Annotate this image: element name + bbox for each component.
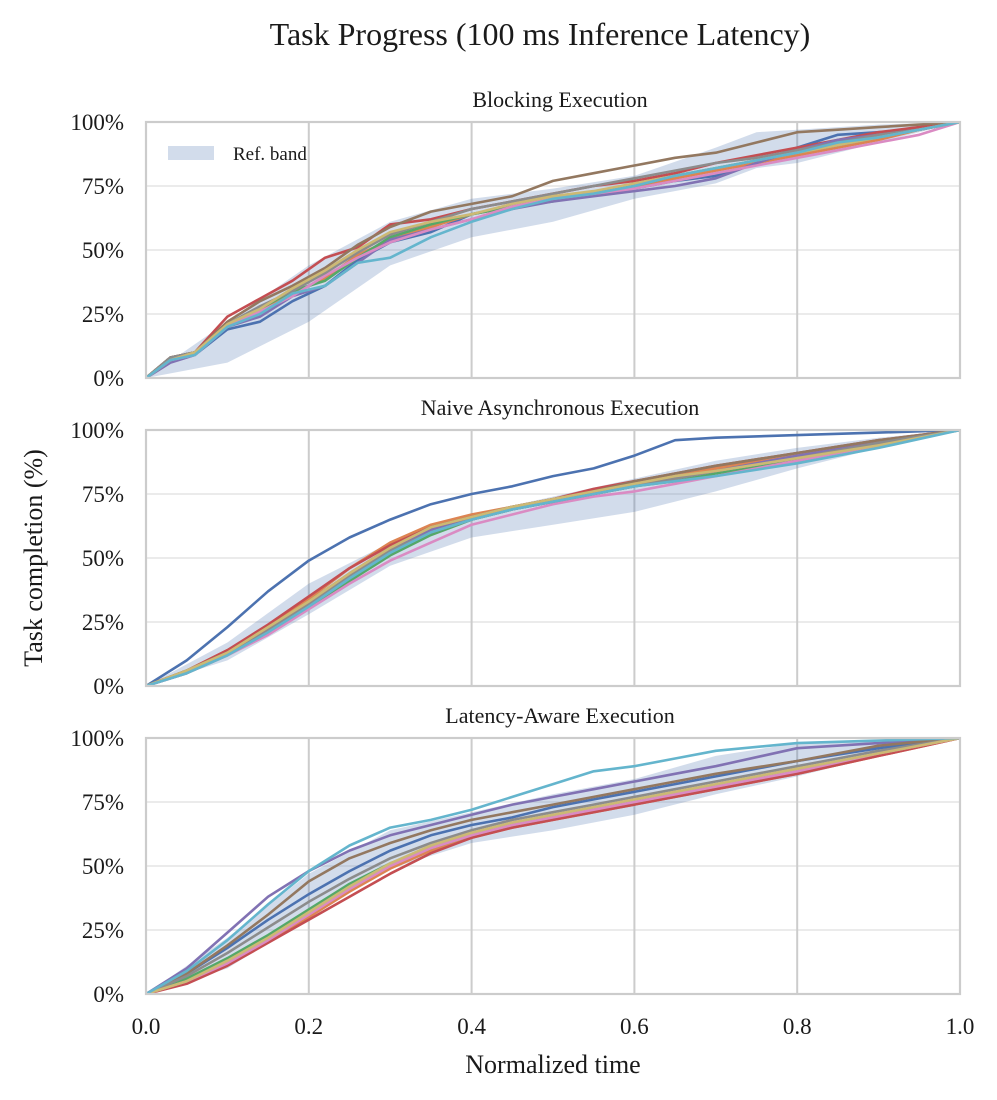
series-line-8	[146, 738, 960, 994]
reference-band	[146, 430, 960, 686]
x-tick-label: 0.2	[294, 1014, 323, 1039]
plot-frame	[144, 120, 962, 380]
x-axis-label: Normalized time	[465, 1050, 640, 1079]
plot-frame	[144, 428, 962, 688]
reference-band	[146, 738, 960, 994]
y-axis-label: Task completion (%)	[19, 449, 48, 667]
x-tick-label: 0.4	[457, 1014, 486, 1039]
y-tick-label: 100%	[70, 418, 124, 443]
x-tick-label: 0.6	[620, 1014, 649, 1039]
series-line-8	[146, 122, 960, 378]
series-line-10	[146, 122, 960, 378]
series-line-10	[146, 430, 960, 686]
x-tick-label: 0.8	[783, 1014, 812, 1039]
series-line-4	[146, 738, 960, 994]
series-line-1	[146, 738, 960, 994]
y-tick-label: 75%	[82, 482, 124, 507]
y-tick-label: 25%	[82, 918, 124, 943]
panel-2: Naive Asynchronous Execution 0% 25% 50% 75% 1…	[70, 395, 962, 699]
y-tick-label: 25%	[82, 610, 124, 635]
series-line-1	[146, 430, 960, 686]
series-line-5	[146, 738, 960, 994]
legend-label: Ref. band	[233, 144, 307, 165]
panel-3: Latency-Aware Execution 0% 25% 50% 75% 100% 0.…	[70, 703, 974, 1039]
series-line-9	[146, 738, 960, 994]
reference-band	[146, 122, 960, 378]
series-line-9	[146, 430, 960, 686]
y-tick-label: 50%	[82, 238, 124, 263]
figure-title: Task Progress (100 ms Inference Latency)	[270, 16, 811, 52]
y-tick-label: 25%	[82, 302, 124, 327]
panel-1: Blocking Execution 0% 25% 50% 75% 100% Ref. ba…	[70, 87, 962, 391]
series-line-6	[146, 738, 960, 994]
panel-title: Blocking Execution	[472, 87, 647, 112]
x-tick-label: 1.0	[946, 1014, 975, 1039]
y-tick-label: 0%	[93, 674, 124, 699]
series-line-7	[146, 122, 960, 378]
y-tick-label: 75%	[82, 790, 124, 815]
y-tick-label: 50%	[82, 546, 124, 571]
y-tick-label: 0%	[93, 366, 124, 391]
y-tick-label: 100%	[70, 110, 124, 135]
panels: Blocking Execution 0% 25% 50% 75% 100% Ref. ba…	[70, 87, 974, 1039]
panel-title: Latency-Aware Execution	[445, 703, 674, 728]
y-tick-label: 50%	[82, 854, 124, 879]
legend: Ref. band	[168, 144, 307, 165]
panel-title: Naive Asynchronous Execution	[421, 395, 700, 420]
y-tick-label: 100%	[70, 726, 124, 751]
series-line-10	[146, 738, 960, 994]
series-line-6	[146, 122, 960, 378]
y-tick-label: 0%	[93, 982, 124, 1007]
legend-swatch	[168, 146, 214, 160]
series-line-7	[146, 738, 960, 994]
x-tick-label: 0.0	[132, 1014, 161, 1039]
plot-frame	[144, 736, 962, 996]
y-tick-label: 75%	[82, 174, 124, 199]
